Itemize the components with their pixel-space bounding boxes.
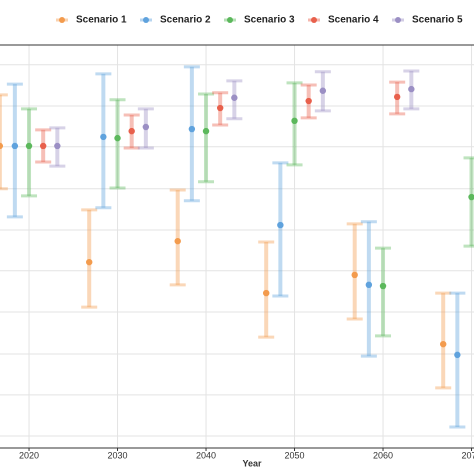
legend-dot xyxy=(143,17,149,23)
point xyxy=(86,258,93,266)
legend-label: Scenario 1 xyxy=(76,15,127,26)
point xyxy=(277,221,284,229)
point xyxy=(114,134,121,142)
legend-dot xyxy=(395,17,401,23)
legend-label: Scenario 3 xyxy=(244,15,295,26)
point xyxy=(54,142,61,150)
x-tick-label: 2050 xyxy=(285,450,305,460)
point xyxy=(263,289,270,297)
point xyxy=(100,133,107,141)
point xyxy=(231,94,238,101)
point xyxy=(393,93,401,101)
legend-label: Scenario 5 xyxy=(412,15,463,26)
x-axis-title: Year xyxy=(242,458,262,468)
point xyxy=(128,127,135,135)
point xyxy=(454,351,461,359)
point xyxy=(216,104,224,112)
x-tick-label: 2030 xyxy=(108,450,128,460)
point xyxy=(25,142,33,150)
point xyxy=(440,340,447,348)
point xyxy=(468,193,474,201)
point xyxy=(291,117,298,125)
point xyxy=(0,142,4,150)
legend-dot xyxy=(311,17,317,23)
x-tick-label: 2020 xyxy=(19,450,39,460)
point xyxy=(11,142,19,150)
legend-label: Scenario 4 xyxy=(328,15,379,26)
point xyxy=(408,85,415,93)
point xyxy=(142,123,150,131)
point xyxy=(365,281,373,289)
x-tick-label: 2070 xyxy=(462,450,474,460)
point xyxy=(351,271,358,279)
point xyxy=(319,87,327,94)
point xyxy=(379,282,387,290)
point xyxy=(188,125,196,133)
point xyxy=(174,237,181,245)
legend-dot xyxy=(59,17,65,23)
x-tick-label: 2040 xyxy=(196,450,216,460)
point xyxy=(305,97,312,105)
point xyxy=(39,142,47,150)
point xyxy=(202,127,210,135)
legend-dot xyxy=(227,17,233,23)
legend-label: Scenario 2 xyxy=(160,15,211,26)
x-tick-label: 2060 xyxy=(373,450,393,460)
plot-background xyxy=(0,45,474,448)
